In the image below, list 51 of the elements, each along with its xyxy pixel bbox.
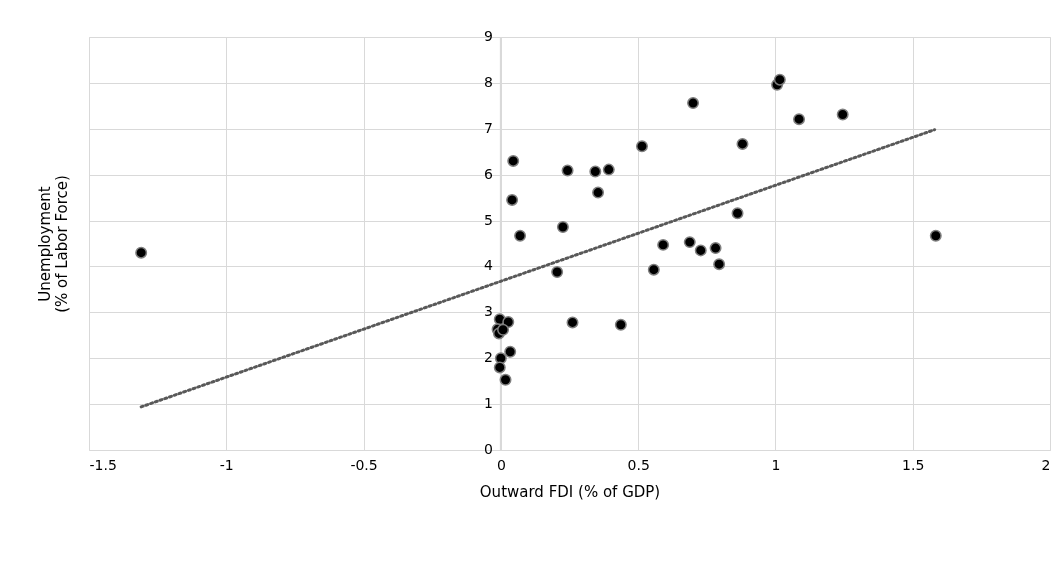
- point: [602, 163, 615, 176]
- x-tick-label: 0.5: [627, 456, 650, 473]
- x-tick-label: -1: [219, 456, 234, 473]
- point: [614, 318, 627, 331]
- point: [773, 73, 786, 86]
- x-axis-title: Outward FDI (% of GDP): [479, 482, 661, 501]
- point: [694, 244, 707, 257]
- y-tick-label: 7: [483, 119, 493, 136]
- point: [793, 113, 806, 126]
- point: [713, 258, 726, 271]
- point: [709, 242, 722, 255]
- y-tick-label: 5: [483, 211, 493, 228]
- point: [493, 361, 506, 374]
- y-tick-label: 4: [483, 257, 493, 274]
- y-tick-label: 0: [483, 441, 493, 457]
- point: [929, 229, 942, 242]
- point: [497, 323, 510, 336]
- x-tick-label: 1.5: [902, 456, 925, 473]
- point: [561, 164, 574, 177]
- point: [551, 265, 564, 278]
- point: [683, 236, 696, 249]
- x-tick-label: -0.5: [350, 456, 378, 473]
- y-tick-label: 1: [483, 395, 493, 412]
- point: [731, 207, 744, 220]
- point: [135, 246, 148, 259]
- point: [566, 316, 579, 329]
- point: [836, 108, 849, 121]
- x-tick-label: 0: [496, 456, 506, 473]
- x-tick-label: 1: [771, 456, 781, 473]
- point: [502, 315, 515, 328]
- point: [507, 154, 520, 167]
- point: [589, 165, 602, 178]
- x-tick-label: 2: [1041, 456, 1051, 473]
- y-tick-label: 6: [483, 165, 493, 182]
- point: [499, 373, 512, 386]
- x-tick-label: -1.5: [89, 456, 117, 473]
- point: [514, 229, 527, 242]
- point: [687, 97, 700, 110]
- y-tick-label: 2: [483, 349, 493, 366]
- y-axis-title: Unemployment (% of Labor Force): [35, 175, 71, 313]
- point: [506, 193, 519, 206]
- point: [635, 140, 648, 153]
- point: [556, 221, 569, 233]
- y-tick-label: 8: [483, 73, 493, 90]
- point: [736, 137, 749, 150]
- y-tick-label: 9: [483, 28, 493, 44]
- point: [647, 263, 660, 276]
- point: [657, 238, 670, 251]
- point: [504, 345, 517, 358]
- point: [592, 186, 605, 199]
- y-tick-label: 3: [483, 303, 493, 320]
